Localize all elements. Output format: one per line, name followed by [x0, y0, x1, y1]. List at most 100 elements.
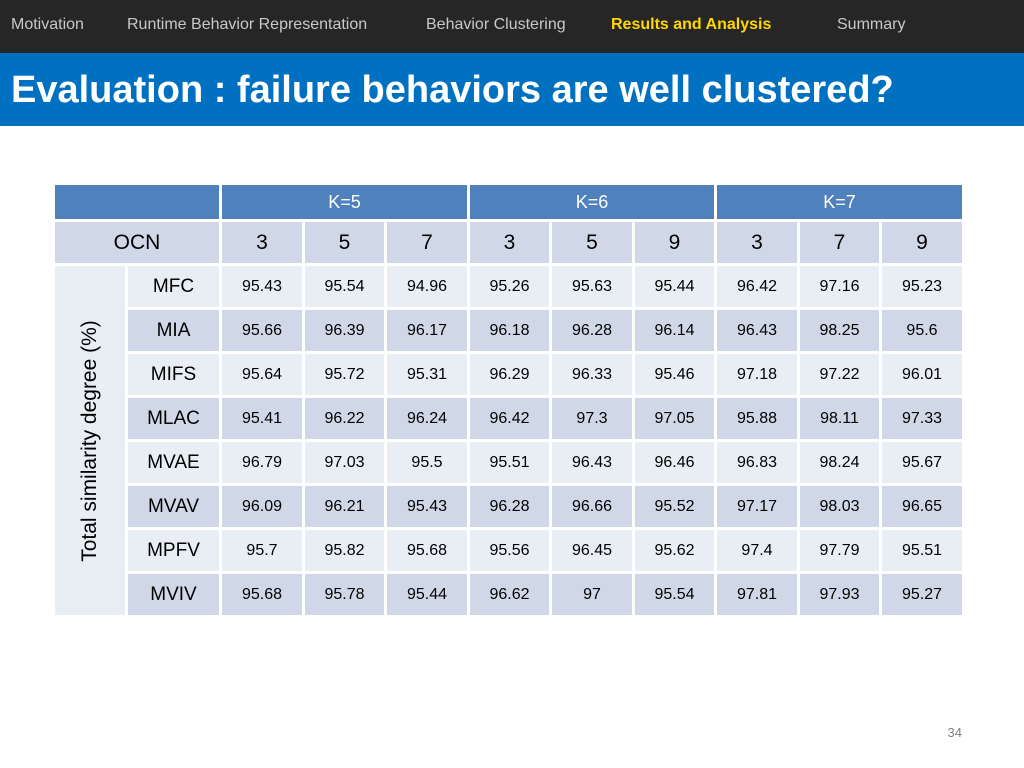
page-number: 34 — [947, 725, 962, 740]
similarity-value-cell: 96.46 — [632, 439, 717, 486]
ocn-value: 5 — [302, 219, 387, 266]
similarity-value-cell: 96.29 — [467, 351, 552, 398]
similarity-value-cell: 95.52 — [632, 483, 717, 530]
similarity-value-cell: 97.3 — [549, 395, 635, 442]
y-axis-label: Total similarity degree (%) — [78, 319, 101, 562]
similarity-value-cell: 96.66 — [549, 483, 635, 530]
similarity-value-cell: 97.79 — [797, 527, 882, 574]
similarity-value-cell: 95.26 — [467, 263, 552, 310]
similarity-value-cell: 94.96 — [384, 263, 470, 310]
similarity-value-cell: 95.27 — [879, 571, 965, 618]
similarity-value-cell: 95.7 — [219, 527, 305, 574]
y-axis-label-cell: Total similarity degree (%) — [52, 263, 128, 618]
similarity-value-cell: 95.44 — [632, 263, 717, 310]
similarity-value-cell: 96.43 — [714, 307, 800, 354]
table-row: MIA 95.66 96.39 96.17 96.18 96.28 96.14 96.43 98… — [54, 307, 965, 354]
table-row: MVAV 96.09 96.21 95.43 96.28 96.66 95.52 97.17 9… — [54, 483, 965, 530]
similarity-value-cell: 97.18 — [714, 351, 800, 398]
similarity-value-cell: 98.25 — [797, 307, 882, 354]
similarity-value-cell: 96.28 — [467, 483, 552, 530]
table-row: MVIV 95.68 95.78 95.44 96.62 97 95.54 97.81 97.9… — [54, 571, 965, 618]
slide-title: Evaluation : failure behaviors are well … — [11, 69, 894, 111]
method-name-cell: MPFV — [125, 527, 222, 574]
similarity-value-cell: 95.43 — [384, 483, 470, 530]
similarity-value-cell: 96.42 — [467, 395, 552, 442]
similarity-value-cell: 95.62 — [632, 527, 717, 574]
similarity-value-cell: 97.05 — [632, 395, 717, 442]
method-name-cell: MFC — [125, 263, 222, 310]
table-row: MLAC 95.41 96.22 96.24 96.42 97.3 97.05 95.88 98… — [54, 395, 965, 442]
similarity-value-cell: 95.51 — [879, 527, 965, 574]
method-name-cell: MIA — [125, 307, 222, 354]
ocn-value: 9 — [632, 219, 717, 266]
similarity-value-cell: 95.23 — [879, 263, 965, 310]
similarity-value-cell: 96.39 — [302, 307, 387, 354]
method-name-cell: MVAV — [125, 483, 222, 530]
similarity-value-cell: 95.31 — [384, 351, 470, 398]
similarity-value-cell: 96.62 — [467, 571, 552, 618]
similarity-value-cell: 98.24 — [797, 439, 882, 486]
similarity-value-cell: 96.14 — [632, 307, 717, 354]
similarity-value-cell: 96.65 — [879, 483, 965, 530]
similarity-value-cell: 96.17 — [384, 307, 470, 354]
similarity-value-cell: 96.33 — [549, 351, 635, 398]
ocn-value: 3 — [219, 219, 305, 266]
similarity-value-cell: 96.83 — [714, 439, 800, 486]
ocn-value: 9 — [879, 219, 965, 266]
ocn-label: OCN — [52, 219, 222, 266]
nav-item-results-and-analysis[interactable]: Results and Analysis — [611, 16, 772, 33]
ocn-value: 3 — [467, 219, 552, 266]
k5-header: K=5 — [219, 182, 470, 222]
similarity-value-cell: 95.64 — [219, 351, 305, 398]
ocn-value: 7 — [797, 219, 882, 266]
table-row: Total similarity degree (%) MFC 95.43 95.54… — [52, 263, 965, 618]
nav-item-summary[interactable]: Summary — [837, 16, 906, 33]
similarity-value-cell: 96.01 — [879, 351, 965, 398]
similarity-value-cell: 96.24 — [384, 395, 470, 442]
similarity-value-cell: 95.54 — [302, 263, 387, 310]
similarity-value-cell: 96.42 — [714, 263, 800, 310]
similarity-value-cell: 95.82 — [302, 527, 387, 574]
similarity-value-cell: 95.67 — [879, 439, 965, 486]
title-bar: Evaluation : failure behaviors are well … — [0, 53, 1024, 126]
nav-item-motivation[interactable]: Motivation — [11, 16, 84, 33]
similarity-value-cell: 96.28 — [549, 307, 635, 354]
k-header-row: K=5 K=6 K=7 — [52, 182, 965, 222]
similarity-value-cell: 95.51 — [467, 439, 552, 486]
similarity-value-cell: 97.81 — [714, 571, 800, 618]
method-name-cell: MVIV — [125, 571, 222, 618]
header-corner-cell — [52, 182, 222, 222]
similarity-results-table: K=5 K=6 K=7 OCN 3 5 7 3 5 9 3 7 9 Total … — [52, 182, 965, 618]
ocn-row: OCN 3 5 7 3 5 9 3 7 9 — [52, 219, 965, 266]
similarity-value-cell: 95.41 — [219, 395, 305, 442]
nav-item-runtime-behavior-representation[interactable]: Runtime Behavior Representation — [127, 16, 368, 33]
top-navigation-bar: Motivation Runtime Behavior Representati… — [0, 0, 1024, 53]
k6-header: K=6 — [467, 182, 717, 222]
similarity-value-cell: 96.18 — [467, 307, 552, 354]
similarity-value-cell: 97.33 — [879, 395, 965, 442]
similarity-value-cell: 97.03 — [302, 439, 387, 486]
similarity-value-cell: 96.45 — [549, 527, 635, 574]
similarity-value-cell: 95.56 — [467, 527, 552, 574]
nav-item-behavior-clustering[interactable]: Behavior Clustering — [426, 16, 566, 33]
similarity-value-cell: 96.79 — [219, 439, 305, 486]
similarity-value-cell: 97 — [549, 571, 635, 618]
method-name-cell: MIFS — [125, 351, 222, 398]
similarity-value-cell: 96.22 — [302, 395, 387, 442]
similarity-value-cell: 95.88 — [714, 395, 800, 442]
similarity-value-cell: 97.93 — [797, 571, 882, 618]
similarity-value-cell: 98.03 — [797, 483, 882, 530]
ocn-value: 3 — [714, 219, 800, 266]
similarity-value-cell: 95.78 — [302, 571, 387, 618]
similarity-value-cell: 95.6 — [879, 307, 965, 354]
similarity-value-cell: 95.44 — [384, 571, 470, 618]
table-row: MIFS 95.64 95.72 95.31 96.29 96.33 95.46 97.18 9… — [54, 351, 965, 398]
similarity-value-cell: 95.5 — [384, 439, 470, 486]
similarity-value-cell: 95.68 — [219, 571, 305, 618]
similarity-value-cell: 97.17 — [714, 483, 800, 530]
similarity-value-cell: 97.4 — [714, 527, 800, 574]
ocn-value: 5 — [549, 219, 635, 266]
method-name-cell: MVAE — [125, 439, 222, 486]
method-name-cell: MLAC — [125, 395, 222, 442]
similarity-value-cell: 95.68 — [384, 527, 470, 574]
